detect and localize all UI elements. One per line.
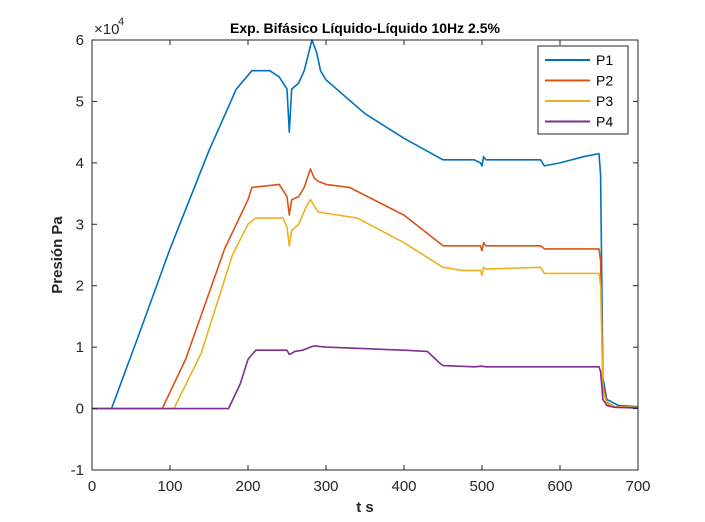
legend-label-p2: P2 bbox=[596, 73, 613, 89]
y-tick-label: 5 bbox=[76, 93, 84, 110]
x-axis-title: t s bbox=[356, 499, 374, 516]
legend-label-p1: P1 bbox=[596, 52, 613, 68]
series-line-p1 bbox=[92, 39, 639, 410]
x-tick-label: 700 bbox=[625, 478, 650, 495]
y-tick-label: 2 bbox=[76, 278, 84, 295]
legend: P1 P2 P3 P4 bbox=[537, 45, 629, 135]
series-layer bbox=[92, 39, 639, 410]
plot-frame bbox=[91, 39, 639, 471]
y-tick-label: 0 bbox=[76, 401, 84, 418]
x-tick-label: 400 bbox=[391, 478, 416, 495]
x-tick-label: 300 bbox=[313, 478, 338, 495]
y-tick-label: -1 bbox=[71, 462, 84, 479]
x-tick-label: 200 bbox=[235, 478, 260, 495]
series-line-p3 bbox=[92, 198, 639, 410]
chart-title: Exp. Bifásico Líquido-Líquido 10Hz 2.5% bbox=[230, 20, 500, 36]
x-tick-label: 100 bbox=[157, 478, 182, 495]
series-line-p2 bbox=[92, 168, 639, 410]
y-tick-label: 1 bbox=[76, 339, 84, 356]
axes bbox=[91, 39, 639, 471]
legend-label-p3: P3 bbox=[596, 93, 613, 109]
y-exponent-power: 4 bbox=[118, 16, 124, 28]
y-exponent-label: ×10 bbox=[94, 21, 119, 38]
x-tick-label: 600 bbox=[547, 478, 572, 495]
series-line-p4 bbox=[92, 345, 639, 410]
y-tick-label: 6 bbox=[76, 32, 84, 49]
x-tick-label: 0 bbox=[88, 478, 96, 495]
y-axis-title: Presión Pa bbox=[49, 216, 66, 294]
y-tick-label: 4 bbox=[76, 155, 84, 172]
y-tick-label: 3 bbox=[76, 216, 84, 233]
legend-label-p4: P4 bbox=[596, 114, 613, 130]
x-tick-label: 500 bbox=[469, 478, 494, 495]
